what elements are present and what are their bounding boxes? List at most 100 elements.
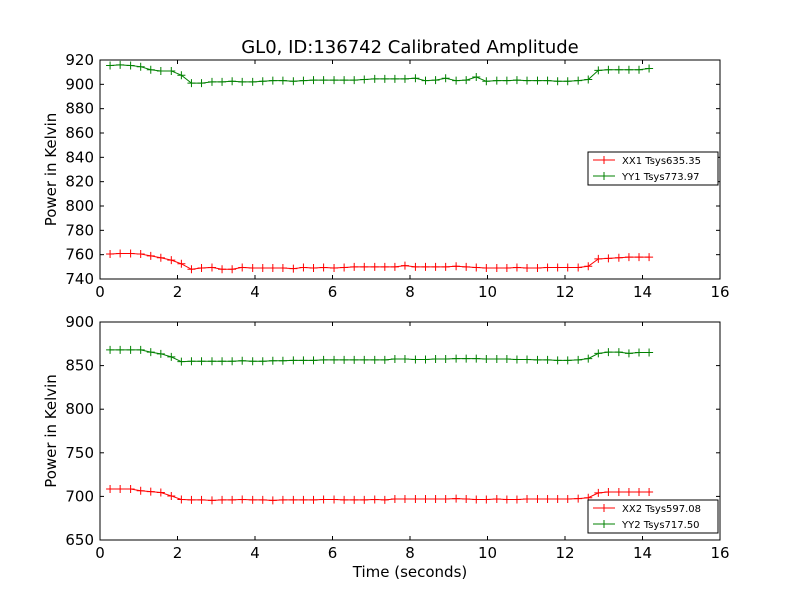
data-point xyxy=(197,79,206,88)
data-point xyxy=(187,495,196,504)
data-point xyxy=(156,488,165,497)
data-point xyxy=(360,355,369,364)
y-tick-label: 800 xyxy=(65,197,94,215)
x-tick-label: 6 xyxy=(328,544,338,562)
data-point xyxy=(156,253,165,262)
data-point xyxy=(635,488,644,497)
data-point xyxy=(553,263,562,272)
data-point xyxy=(421,262,430,271)
data-point xyxy=(400,261,409,270)
data-point xyxy=(340,495,349,504)
data-point xyxy=(431,355,440,364)
data-point xyxy=(309,264,318,273)
legend-label: XX2 Tsys597.08 xyxy=(622,504,701,515)
data-point xyxy=(126,61,135,70)
data-point xyxy=(614,65,623,74)
data-point xyxy=(360,262,369,271)
data-point xyxy=(218,495,227,504)
y-tick-label: 800 xyxy=(65,400,94,418)
x-tick-label: 4 xyxy=(250,544,260,562)
data-point xyxy=(472,495,481,504)
data-point xyxy=(553,495,562,504)
data-point xyxy=(177,357,186,366)
data-point xyxy=(452,76,461,85)
data-point xyxy=(289,356,298,365)
data-point xyxy=(431,262,440,271)
data-point xyxy=(533,76,542,85)
data-point xyxy=(482,495,491,504)
y-tick-label: 880 xyxy=(65,100,94,118)
data-point xyxy=(441,74,450,83)
data-point xyxy=(421,355,430,364)
y-tick-label: 840 xyxy=(65,148,94,166)
data-point xyxy=(411,262,420,271)
legend-marker xyxy=(600,172,608,180)
data-point xyxy=(228,357,237,366)
data-point xyxy=(594,254,603,263)
data-point xyxy=(187,79,196,88)
data-point xyxy=(512,263,521,272)
data-point xyxy=(299,495,308,504)
data-point xyxy=(594,66,603,75)
data-point xyxy=(400,495,409,504)
data-point xyxy=(523,76,532,85)
data-point xyxy=(146,348,155,357)
data-point xyxy=(218,357,227,366)
data-point xyxy=(146,251,155,260)
data-point xyxy=(167,256,176,265)
data-point xyxy=(584,262,593,271)
data-point xyxy=(319,76,328,85)
data-point xyxy=(472,354,481,363)
y-tick-label: 850 xyxy=(65,357,94,375)
data-point xyxy=(207,263,216,272)
data-point xyxy=(614,488,623,497)
x-tick-label: 2 xyxy=(173,283,183,301)
data-point xyxy=(248,495,257,504)
data-point xyxy=(574,76,583,85)
data-point xyxy=(431,495,440,504)
data-point xyxy=(299,76,308,85)
data-point xyxy=(584,75,593,84)
data-point xyxy=(258,264,267,273)
data-point xyxy=(248,357,257,366)
data-point xyxy=(482,264,491,273)
data-point xyxy=(126,484,135,493)
data-point xyxy=(370,495,379,504)
data-point xyxy=(207,77,216,86)
x-tick-label: 8 xyxy=(405,283,415,301)
y-tick-label: 860 xyxy=(65,124,94,142)
data-point xyxy=(299,263,308,272)
data-point xyxy=(218,265,227,274)
x-tick-label: 0 xyxy=(95,283,105,301)
data-point xyxy=(574,355,583,364)
data-point xyxy=(350,76,359,85)
x-tick-label: 6 xyxy=(328,283,338,301)
legend-label: XX1 Tsys635.35 xyxy=(622,156,701,167)
data-point xyxy=(635,348,644,357)
data-point xyxy=(258,77,267,86)
data-point xyxy=(645,253,654,262)
data-point xyxy=(411,355,420,364)
data-point xyxy=(197,264,206,273)
data-point xyxy=(452,494,461,503)
series-1 xyxy=(106,484,654,505)
data-point xyxy=(116,60,125,69)
data-point xyxy=(319,495,328,504)
data-point xyxy=(563,77,572,86)
data-point xyxy=(380,74,389,83)
data-point xyxy=(350,495,359,504)
data-point xyxy=(330,76,339,85)
data-point xyxy=(462,354,471,363)
legend: XX1 Tsys635.35 YY1 Tsys773.97 xyxy=(587,151,719,186)
data-point xyxy=(116,484,125,493)
axes-frame xyxy=(99,321,721,541)
data-point xyxy=(350,355,359,364)
data-point xyxy=(106,484,115,493)
data-point xyxy=(390,495,399,504)
data-point xyxy=(330,264,339,273)
data-point xyxy=(390,355,399,364)
data-point xyxy=(462,76,471,85)
y-tick-label: 920 xyxy=(65,51,94,69)
data-point xyxy=(472,263,481,272)
y-tick-label: 900 xyxy=(65,75,94,93)
